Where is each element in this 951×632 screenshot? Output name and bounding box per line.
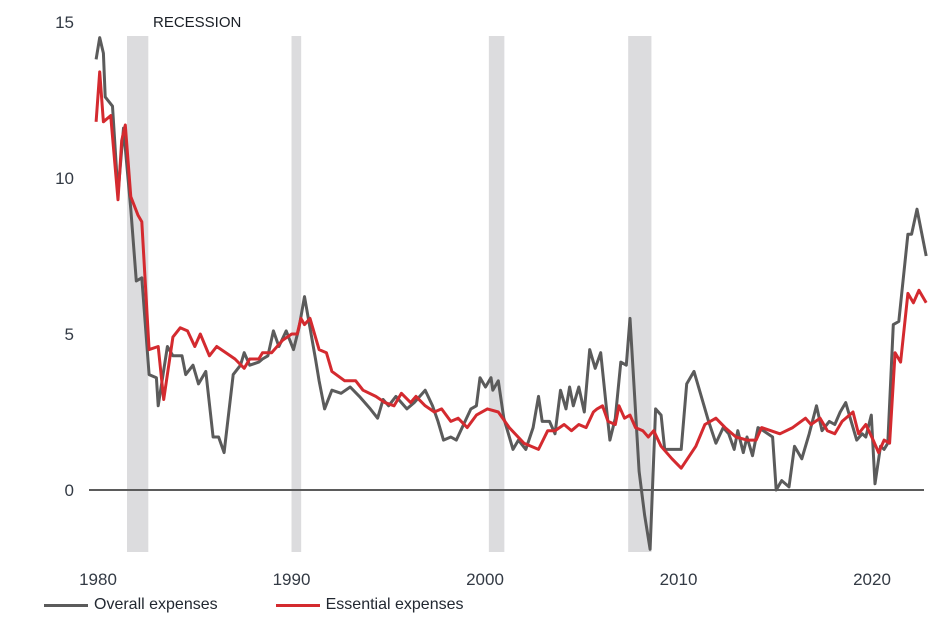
recession-band-1 — [127, 36, 149, 552]
legend-item-essential-expenses: Essential expenses — [275, 596, 464, 614]
recession-annotation: RECESSION — [153, 14, 241, 31]
y-tick-label-10: 10 — [55, 169, 74, 188]
legend-label-essential: Essential expenses — [325, 596, 464, 613]
y-tick-label-0: 0 — [65, 481, 74, 500]
x-tick-label-2000: 2000 — [466, 570, 504, 589]
y-axis-ticks: 0 5 10 15 — [55, 13, 74, 500]
x-tick-label-1990: 1990 — [273, 570, 311, 589]
series-lines — [94, 36, 928, 551]
y-tick-label-15: 15 — [55, 13, 74, 32]
recession-band-3 — [488, 36, 505, 552]
x-tick-label-1980: 1980 — [79, 570, 117, 589]
recession-band-2 — [291, 36, 302, 552]
legend-item-overall-expenses: Overall expenses — [44, 596, 218, 614]
recession-bands — [127, 36, 652, 552]
x-axis-ticks: 1980 1990 2000 2010 2020 — [79, 570, 891, 589]
series-line-essential-expenses — [94, 70, 928, 470]
legend: Overall expenses Essential expenses — [44, 596, 521, 614]
series-line-overall-expenses — [94, 36, 928, 551]
x-tick-label-2020: 2020 — [853, 570, 891, 589]
x-tick-label-2010: 2010 — [660, 570, 698, 589]
y-tick-label-5: 5 — [65, 325, 74, 344]
legend-swatch-essential — [275, 603, 320, 607]
legend-swatch-overall — [44, 603, 88, 607]
legend-label-overall: Overall expenses — [94, 596, 218, 613]
